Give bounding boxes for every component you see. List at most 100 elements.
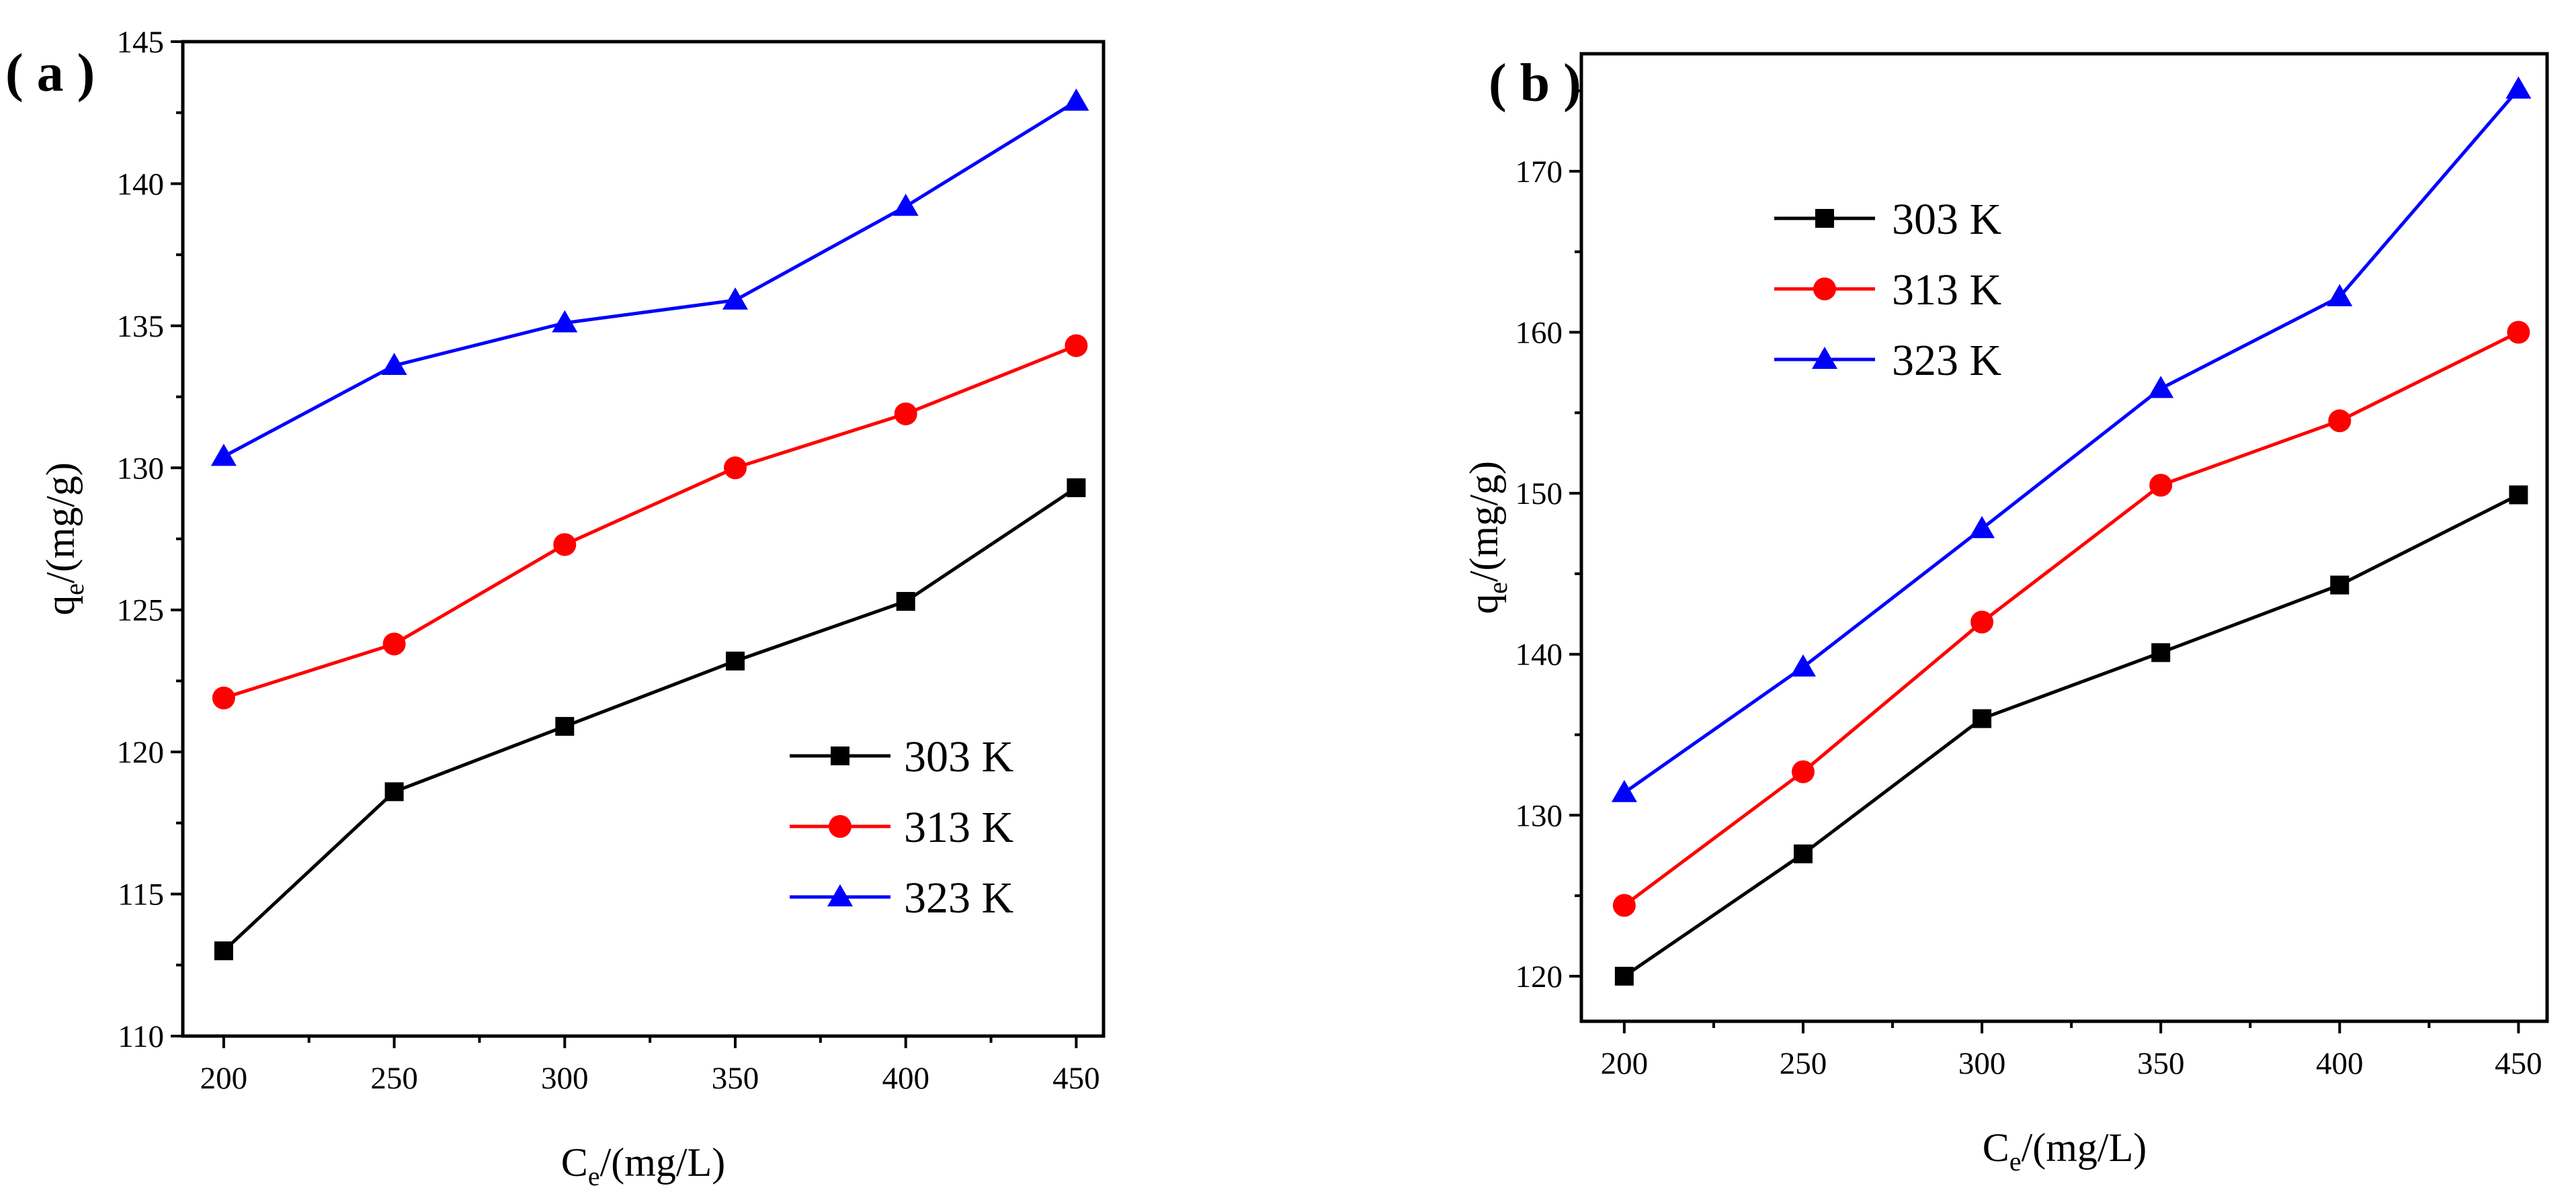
legend-label-313k: 313 K [904,803,1013,852]
data-point [1067,478,1086,497]
data-point [2505,76,2532,99]
data-point [381,353,407,376]
x-axis-title-b: Ce/(mg/L) [1983,1125,2147,1176]
y-axis-title-b: qe/(mg/g) [1462,461,1513,614]
x-tick-label: 250 [370,1061,418,1096]
x-tick-label: 350 [712,1061,759,1096]
y-tick-label: 150 [1515,476,1563,511]
legend-marker-triangle [1812,347,1837,369]
data-point [212,686,235,710]
y-tick-label: 120 [117,735,165,770]
legend-a: 303 K 313 K 323 K [790,732,1013,923]
data-point [1793,844,1813,863]
data-point [1972,709,1992,728]
x-tick-label: 450 [2495,1046,2542,1081]
series-line-303k [1623,493,2520,978]
data-point [2328,409,2352,433]
chart-panel-a: ( a ) 200 250 300 350 400 450 110 115 12… [5,25,1106,1191]
y-tick-label: 135 [117,309,165,344]
x-tick-label: 350 [2137,1046,2185,1081]
data-point [1969,515,1995,538]
series-line-313k [1623,331,2520,907]
data-point [214,941,233,961]
legend-marker-circle [1813,277,1836,300]
legend-marker-square [1815,209,1834,228]
x-axis-title-a: Ce/(mg/L) [561,1140,725,1191]
legend-marker-square [831,746,849,765]
x-tick-label: 400 [2316,1046,2364,1081]
data-point [1611,779,1637,802]
x-tick-label: 400 [882,1061,929,1096]
chart-panel-b: ( b ) 200 250 300 350 400 450 120 130 14… [1462,52,2549,1176]
x-tick-labels-b: 200 250 300 350 400 450 [1601,1046,2542,1081]
panel-label-a: ( a ) [5,44,95,103]
data-point [1791,760,1815,783]
data-point [724,456,747,480]
y-tick-label: 130 [117,451,165,486]
x-tick-label: 200 [1601,1046,1649,1081]
x-tick-label: 300 [541,1061,589,1096]
data-point [1065,334,1088,357]
legend-label-303k: 303 K [904,732,1013,781]
legend-marker-triangle [827,884,853,906]
data-point [726,651,745,671]
legend-label-313k: 313 K [1892,265,2001,314]
data-point [2330,575,2350,595]
series-line-313k [223,344,1077,700]
legend-b: 303 K 313 K 323 K [1774,195,2001,385]
x-tick-label: 200 [200,1061,248,1096]
data-point [722,287,748,310]
series-layer-a [210,88,1089,961]
y-tick-label: 125 [117,593,165,628]
data-point [384,782,404,802]
y-axis-title-a: qe/(mg/g) [38,462,89,615]
data-point [2507,320,2530,344]
y-tick-label: 145 [117,25,165,60]
y-tick-labels-a: 110 115 120 125 130 135 140 145 [117,25,165,1054]
y-tick-labels-b: 120 130 140 150 160 170 [1515,155,1563,994]
axis-ticks-a [171,40,1078,1048]
data-point [896,592,915,611]
y-tick-label: 170 [1515,155,1563,189]
x-tick-label: 450 [1052,1061,1100,1096]
legend-label-303k: 303 K [1892,195,2001,244]
data-point [553,533,577,556]
y-tick-label: 140 [117,167,165,202]
data-point [1612,894,1636,917]
axis-ticks-b [1569,89,2520,1033]
y-tick-label: 140 [1515,638,1563,673]
y-tick-label: 120 [1515,959,1563,994]
series-line-323k [1623,88,2520,794]
data-point [2509,485,2528,505]
legend-marker-circle [829,815,851,838]
y-tick-label: 110 [118,1019,164,1054]
data-point [382,632,406,656]
data-point [1063,88,1089,111]
legend-label-323k: 323 K [1892,336,2001,385]
data-point [1970,610,1994,634]
series-layer-b [1611,76,2532,986]
data-point [552,310,578,333]
series-line-323k [222,99,1077,458]
series-line-303k [222,486,1077,952]
data-point [555,717,575,736]
data-point [2327,284,2353,306]
data-point [1614,966,1634,986]
y-tick-label: 115 [118,878,164,912]
data-point [2148,376,2174,398]
data-point [1790,654,1816,677]
y-tick-label: 160 [1515,316,1563,351]
panel-label-b: ( b ) [1489,54,1581,113]
legend-label-323k: 323 K [904,873,1013,923]
x-tick-labels-a: 200 250 300 350 400 450 [200,1061,1100,1096]
x-tick-label: 300 [1958,1046,2006,1081]
data-point [2151,643,2171,662]
data-point [894,402,917,425]
data-point [2149,474,2173,497]
plot-frame-b [1579,52,2549,1023]
data-point [892,194,919,216]
data-point [210,443,237,466]
x-tick-label: 250 [1780,1046,1827,1081]
y-tick-label: 130 [1515,798,1563,833]
